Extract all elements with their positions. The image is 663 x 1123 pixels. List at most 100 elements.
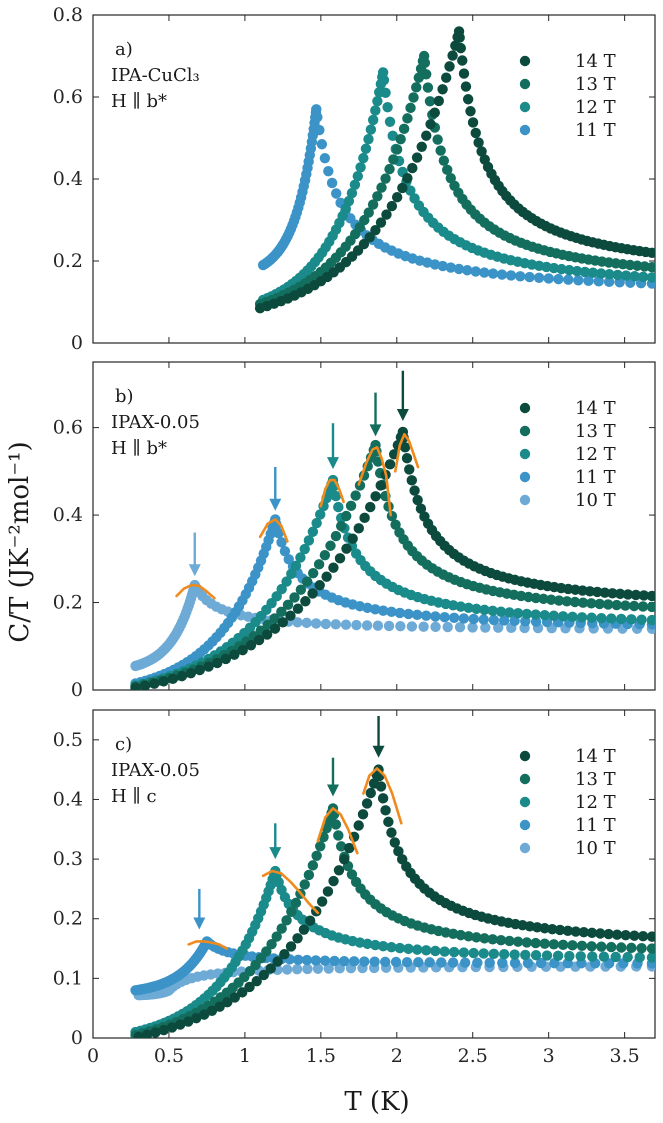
y-tick-label: 0 [71,332,83,354]
legend-marker [519,124,531,136]
data-point [394,942,406,954]
data-point [610,951,621,963]
legend-label: 10 T [575,490,616,511]
data-point [521,937,533,948]
data-point [304,915,316,926]
series-13-t [130,803,655,1038]
legend-marker [519,842,531,854]
data-point [273,528,284,539]
data-point [598,951,610,962]
data-point [319,549,331,561]
data-point [316,139,328,150]
data-point [198,1009,210,1020]
data-point [553,273,564,285]
data-point [493,622,504,633]
data-point [383,620,395,632]
data-point [237,644,248,656]
data-point [576,612,588,623]
data-point [362,938,373,950]
data-point [285,941,297,952]
data-point [553,595,565,606]
data-point [395,621,406,632]
data-point [382,101,393,113]
data-point [351,619,362,631]
y-tick-label: 0.2 [53,908,83,930]
data-point [391,191,403,203]
data-point [406,621,418,632]
data-point [478,948,489,959]
data-point [522,957,534,969]
legend-marker [519,750,531,762]
data-point [586,927,598,939]
data-point [530,609,541,620]
data-points [130,764,655,1038]
legend-marker [519,494,531,506]
data-point [448,946,460,958]
data-point [629,271,640,282]
data-point [319,955,331,966]
data-point [300,596,311,607]
data-point [411,82,422,93]
data-point [357,809,369,820]
data-point [586,598,597,609]
fit-line-13-t [357,446,392,517]
arrow-10-t [188,532,201,577]
data-point [291,964,303,975]
fit-line-12-t [319,478,345,508]
data-point [646,590,655,602]
data-point [323,963,334,974]
data-point [345,500,357,511]
data-point [271,591,282,602]
data-point [458,613,470,624]
data-point [405,102,416,114]
legend-item-12-t: 12 T [519,97,616,118]
data-point [276,923,287,934]
data-point [312,112,323,123]
data-point [282,599,294,611]
data-point [567,611,578,623]
data-point [515,271,526,282]
x-tick-label: 0.5 [154,1045,184,1067]
data-point [333,830,344,841]
data-point [328,875,339,887]
legend-item-11-t: 11 T [519,467,616,488]
data-point [363,207,374,218]
data-point [442,621,453,633]
arrow-13-t [326,757,339,797]
data-point [439,611,450,623]
data-point [315,841,326,852]
data-point [408,92,419,103]
data-point [603,276,615,288]
legend-label: 12 T [575,444,616,465]
data-point [372,95,383,107]
data-point [539,923,550,934]
data-point [430,611,441,622]
data-point [295,552,306,563]
data-point [176,670,188,682]
arrow-12-t [326,423,339,470]
data-point [447,957,459,968]
data-point [444,61,455,72]
data-point [587,267,599,278]
data-point [495,934,507,946]
data-point [594,598,605,610]
data-point [479,267,490,278]
data-point [530,937,541,949]
data-point [391,144,403,155]
data-point [406,475,417,486]
y-tick-label: 0.8 [53,4,83,26]
data-point [447,50,458,61]
data-point [311,850,322,861]
data-point [577,597,589,608]
data-point [430,621,441,633]
data-point [435,145,446,156]
data-point [454,32,465,43]
data-point [479,933,490,944]
data-point [341,543,352,554]
data-point [352,170,364,182]
panel-annotation: H ∥ b* [111,438,167,459]
data-point [303,869,315,881]
data-point [530,592,542,604]
data-point [576,940,588,952]
data-point [533,272,545,283]
